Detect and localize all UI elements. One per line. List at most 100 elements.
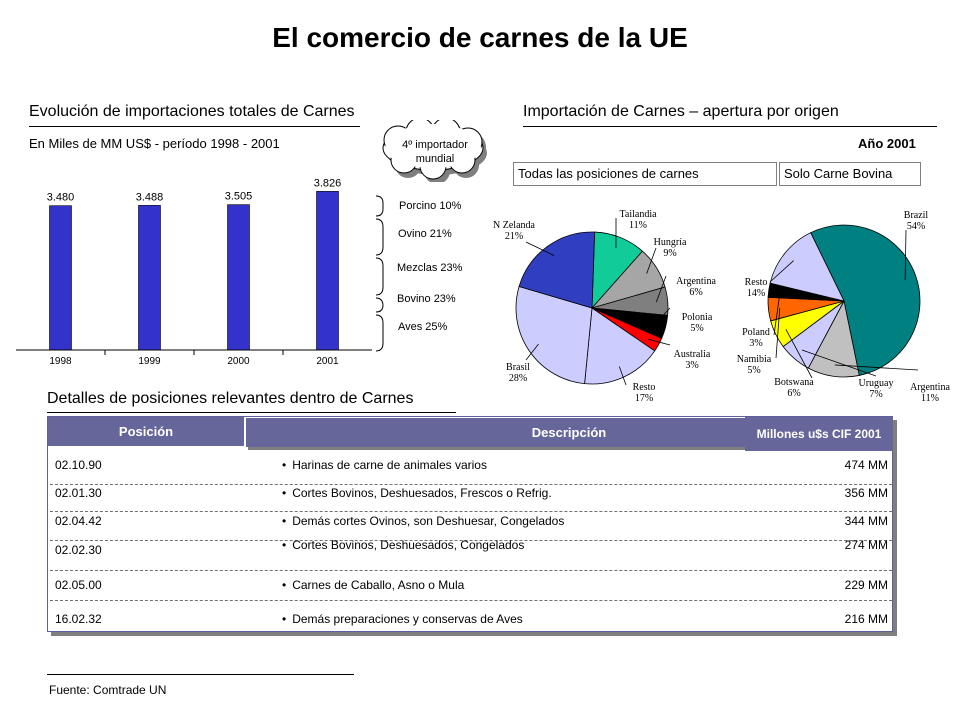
pie-label-pct: 21%	[505, 231, 523, 242]
callout-line1: 4º importador	[402, 139, 468, 151]
bar-value-label: 3.480	[47, 192, 75, 204]
pie-label-pct: 7%	[869, 389, 882, 400]
description-text: Demás preparaciones y conservas de Aves	[292, 612, 523, 626]
pie-label-name: Botswana	[774, 377, 814, 388]
imports-evolution-rule	[29, 126, 360, 127]
bullet: •	[282, 612, 287, 626]
pie-slice-n-zelanda	[518, 231, 596, 309]
pie-label-name: Namibia	[737, 354, 772, 365]
table-cell-code: 02.05.00	[55, 578, 102, 592]
pie-label-name: Poland	[742, 327, 770, 338]
source-note: Fuente: Comtrade UN	[49, 683, 167, 697]
x-tick-label: 1999	[138, 356, 161, 367]
header-value: Millones u$s CIF 2001	[745, 417, 893, 451]
pie-slice-brazil	[810, 224, 921, 376]
pie-label-pct: 9%	[663, 248, 676, 259]
leader-line	[773, 291, 781, 336]
description-text: Demás cortes Ovinos, son Deshuesar, Cong…	[292, 514, 565, 528]
table-cell-description: • Harinas de carne de animales varios	[282, 458, 487, 472]
pie-label-name: Argentina	[676, 276, 716, 287]
table-cell-code: 16.02.32	[55, 612, 102, 626]
x-tick-label: 1998	[49, 356, 72, 367]
bar-1998	[49, 205, 72, 351]
leader-line	[834, 364, 919, 371]
bullet: •	[282, 486, 287, 500]
pie-label-pct: 11%	[629, 220, 647, 231]
pie-label-pct: 54%	[907, 221, 925, 232]
table-cell-description: • Cortes Bovinos, Deshuesados, Frescos o …	[282, 486, 552, 500]
pie-label-name: Australia	[674, 349, 711, 360]
imports-evolution-subtitle: En Miles de MM US$ - período 1998 - 2001	[29, 136, 280, 151]
leader-line	[646, 247, 657, 274]
footer-rule	[47, 674, 354, 675]
leader-line	[618, 366, 627, 386]
pie-slice-brasil	[515, 286, 593, 385]
pie-label-pct: 6%	[787, 388, 800, 399]
breakdown-brackets	[375, 195, 384, 352]
callout-line2: mundial	[415, 153, 455, 165]
pie-label-name: Brasil	[506, 362, 530, 373]
table-cell-code: 02.01.30	[55, 486, 102, 500]
bullet: •	[282, 578, 287, 592]
breakdown-poultry: Aves 25%	[398, 321, 448, 333]
pie-label-pct: 14%	[747, 288, 765, 299]
tab-beef-only: Solo Carne Bovina	[779, 162, 921, 186]
details-title: Detalles de posiciones relevantes dentro…	[47, 390, 414, 407]
pie-label-pct: 5%	[690, 323, 703, 334]
page-title: El comercio de carnes de la UE	[272, 22, 688, 53]
origin-year: Año 2001	[858, 136, 916, 151]
pie-label-name: Tailandia	[619, 209, 657, 220]
table-cell-code: 02.02.30	[55, 543, 102, 557]
table-cell-description: • Demás preparaciones y conservas de Aves	[282, 612, 523, 626]
details-table	[47, 416, 893, 632]
table-cell-description: • Carnes de Caballo, Asno o Mula	[282, 578, 464, 592]
pie-slice-resto	[584, 307, 656, 385]
header-position: Posición	[48, 417, 244, 446]
pie-label-pct: 5%	[747, 365, 760, 376]
pie-label-name: N Zelanda	[493, 220, 535, 231]
leader-line	[775, 307, 781, 359]
table-cell-description: • Cortes Bovinos, Deshuesados, Congelados	[282, 538, 524, 552]
origin-rule	[523, 126, 937, 127]
table-cell-description: • Demás cortes Ovinos, son Deshuesar, Con…	[282, 514, 564, 528]
table-cell-value: 474 MM	[844, 458, 888, 472]
bullet: •	[282, 538, 287, 552]
pie-label-name: Hungría	[654, 237, 687, 248]
table-cell-code: 02.04.42	[55, 514, 102, 528]
pie-label-name: Resto	[745, 277, 768, 288]
breakdown-mixed: Mezclas 23%	[397, 262, 463, 274]
table-cell-value: 344 MM	[844, 514, 888, 528]
pie-label-name: Uruguay	[859, 378, 894, 389]
table-cell-value: 356 MM	[844, 486, 888, 500]
leader-line	[655, 275, 667, 303]
breakdown-pork: Porcino 10%	[399, 200, 462, 212]
description-text: Carnes de Caballo, Asno o Mula	[292, 578, 465, 592]
bar-value-label: 3.488	[136, 191, 164, 203]
table-cell-value: 274 MM	[844, 538, 888, 552]
bar-value-label: 3.505	[225, 191, 253, 203]
description-text: Cortes Bovinos, Deshuesados, Congelados	[292, 538, 525, 552]
origin-title: Importación de Carnes – apertura por ori…	[523, 103, 839, 120]
leader-line	[525, 343, 539, 361]
pie-label-name: Brazil	[904, 210, 929, 221]
pie-label-pct: 6%	[689, 287, 702, 298]
tab-all-positions: Todas las posiciones de carnes	[513, 162, 777, 186]
bar-2001	[316, 191, 339, 351]
pie-label-pct: 3%	[685, 360, 698, 371]
x-tick-label: 2000	[227, 356, 250, 367]
pie-label-pct: 28%	[509, 373, 527, 384]
bar-chart: 3.480 1998 3.488 1999 3.505 2000 3.826 2001	[16, 177, 372, 367]
description-text: Cortes Bovinos, Deshuesados, Frescos o R…	[292, 486, 552, 500]
row-separator	[50, 600, 892, 601]
bullet: •	[282, 458, 287, 472]
leader-line	[904, 229, 907, 281]
table-cell-value: 216 MM	[844, 612, 888, 626]
table-cell-value: 229 MM	[844, 578, 888, 592]
pie-label-pct: 11%	[921, 393, 939, 404]
details-rule	[47, 412, 456, 413]
leader-line	[654, 307, 671, 325]
pie-label-name: Polonia	[682, 312, 713, 323]
leader-line	[785, 329, 813, 379]
row-separator	[50, 484, 892, 485]
pie-label-name: Argentina	[910, 382, 950, 393]
